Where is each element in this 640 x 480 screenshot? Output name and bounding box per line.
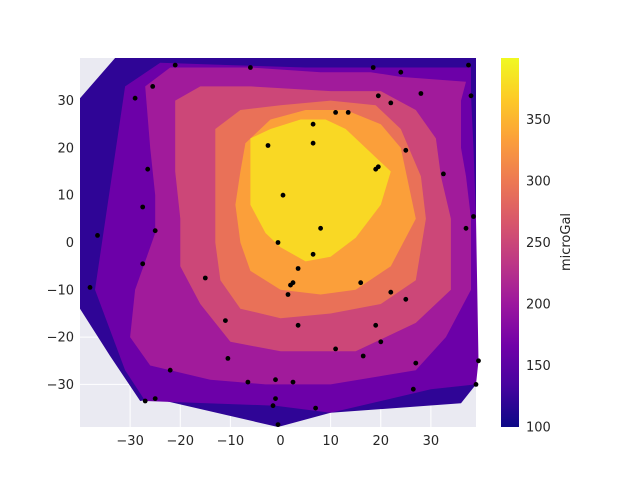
station-point (202, 275, 208, 281)
colorbar-tick-label: 300 (526, 175, 551, 190)
station-point (295, 266, 301, 271)
station-point (150, 84, 156, 89)
station-point (413, 360, 419, 366)
x-tick-label: −30 (116, 434, 143, 449)
station-point (360, 353, 366, 359)
station-point (310, 121, 316, 127)
station-point (87, 285, 93, 290)
station-point (471, 214, 476, 219)
station-point (290, 379, 296, 385)
station-point (473, 382, 479, 387)
station-point (152, 228, 158, 234)
station-point (388, 289, 394, 295)
station-point (95, 233, 100, 238)
x-tick-label: 20 (372, 434, 389, 449)
station-point (245, 379, 251, 385)
y-tick-label: −20 (47, 331, 74, 346)
station-point (275, 422, 281, 427)
station-point (140, 261, 146, 267)
station-point (142, 398, 148, 404)
station-point (273, 396, 278, 401)
y-tick-label: 10 (57, 189, 74, 204)
station-point (403, 147, 409, 153)
station-point (373, 322, 379, 328)
station-point (285, 292, 291, 297)
colorbar-tick-label: 350 (526, 113, 551, 128)
station-point (310, 251, 316, 257)
station-point (403, 296, 409, 302)
station-point (273, 377, 278, 383)
station-point (167, 367, 173, 373)
station-point (378, 339, 384, 345)
station-point (463, 225, 469, 231)
station-point (248, 65, 253, 70)
station-point (441, 171, 446, 177)
station-point (370, 65, 376, 70)
station-point (295, 322, 301, 328)
y-tick-label: 20 (57, 141, 74, 156)
station-point (333, 110, 338, 115)
x-tick-label: −10 (217, 434, 244, 449)
y-tick-label: 0 (66, 236, 74, 251)
y-tick-label: −30 (47, 378, 74, 393)
colorbar-tick-label: 200 (526, 298, 551, 313)
station-point (140, 204, 146, 210)
station-point (288, 282, 293, 288)
colorbar-tick-label: 150 (526, 359, 551, 374)
station-point (466, 62, 471, 68)
station-point (345, 110, 351, 115)
station-point (410, 386, 416, 392)
station-point (270, 403, 276, 409)
station-point (145, 166, 151, 172)
station-point (223, 318, 228, 323)
y-tick-label: 30 (57, 94, 74, 109)
station-point (375, 93, 381, 99)
colorbar-tick-label: 250 (526, 236, 551, 251)
contour-fills (80, 58, 479, 427)
station-point (132, 95, 138, 101)
station-point (358, 280, 364, 286)
x-tick-label: 10 (322, 434, 339, 449)
colorbar-gradient (501, 58, 519, 427)
station-point (172, 62, 178, 68)
x-tick-label: 30 (423, 434, 440, 449)
station-point (265, 143, 271, 148)
colorbar-tick-label: 100 (526, 421, 551, 436)
x-tick-label: 0 (276, 434, 284, 449)
contour-band-400 (250, 119, 391, 262)
station-point (318, 225, 323, 231)
station-point (388, 100, 394, 106)
station-point (418, 91, 424, 96)
y-tick-label: −10 (47, 283, 74, 298)
station-point (476, 358, 481, 364)
station-point (152, 396, 158, 401)
station-point (310, 140, 316, 146)
station-point (333, 346, 338, 352)
y-axis-ticks: −30 −20 −10 0 10 20 30 (47, 94, 74, 393)
station-point (468, 93, 474, 99)
station-point (275, 240, 281, 245)
colorbar (501, 58, 519, 427)
station-point (280, 192, 286, 198)
station-points (87, 62, 481, 427)
x-tick-label: −20 (167, 434, 194, 449)
x-axis-ticks: −30 −20 −10 0 10 20 30 (116, 434, 439, 449)
station-point (398, 69, 404, 75)
colorbar-label: microGal (559, 213, 574, 271)
station-point (375, 164, 381, 170)
colorbar-ticks: 100 150 200 250 300 350 (526, 113, 551, 436)
station-point (225, 356, 231, 361)
station-point (313, 405, 318, 411)
